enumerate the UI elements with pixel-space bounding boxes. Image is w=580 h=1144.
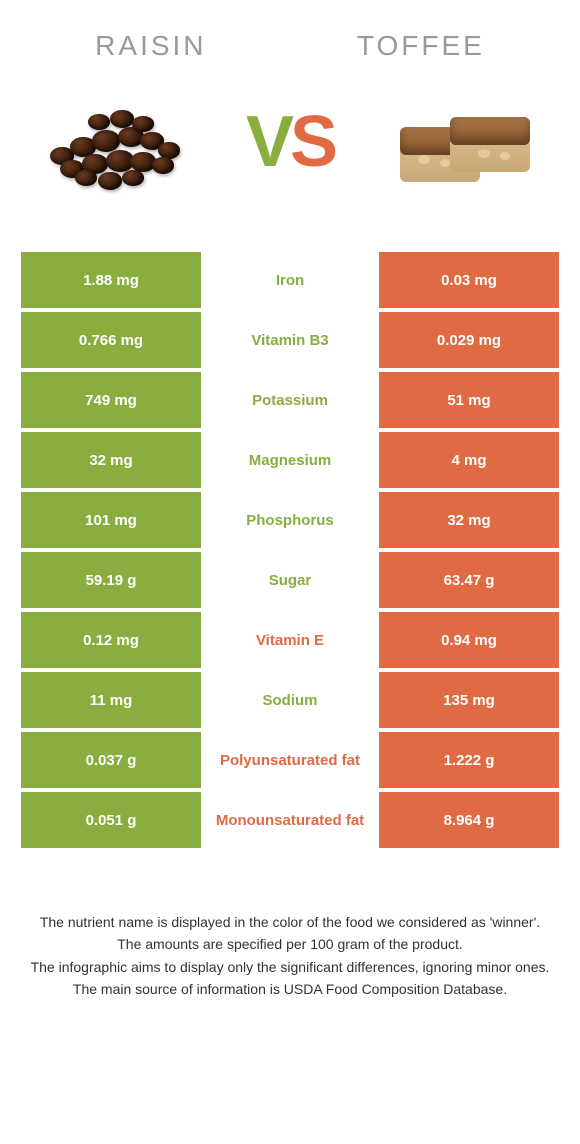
- right-value: 1.222 g: [379, 732, 559, 788]
- left-value: 0.037 g: [21, 732, 201, 788]
- left-value: 0.12 mg: [21, 612, 201, 668]
- right-value: 135 mg: [379, 672, 559, 728]
- left-value: 11 mg: [21, 672, 201, 728]
- right-value: 63.47 g: [379, 552, 559, 608]
- right-value: 0.03 mg: [379, 252, 559, 308]
- nutrient-name: Polyunsaturated fat: [201, 732, 379, 788]
- nutrient-name: Magnesium: [201, 432, 379, 488]
- vs-s: S: [290, 101, 334, 183]
- right-value: 0.029 mg: [379, 312, 559, 368]
- table-row: 0.037 gPolyunsaturated fat1.222 g: [21, 732, 559, 788]
- right-value: 0.94 mg: [379, 612, 559, 668]
- right-value: 4 mg: [379, 432, 559, 488]
- table-row: 11 mgSodium135 mg: [21, 672, 559, 728]
- left-value: 0.051 g: [21, 792, 201, 848]
- right-value: 8.964 g: [379, 792, 559, 848]
- left-value: 1.88 mg: [21, 252, 201, 308]
- table-row: 0.051 gMonounsaturated fat8.964 g: [21, 792, 559, 848]
- table-row: 749 mgPotassium51 mg: [21, 372, 559, 428]
- table-row: 1.88 mgIron0.03 mg: [21, 252, 559, 308]
- toffee-image: [390, 82, 540, 202]
- right-value: 51 mg: [379, 372, 559, 428]
- left-value: 32 mg: [21, 432, 201, 488]
- table-row: 0.12 mgVitamin E0.94 mg: [21, 612, 559, 668]
- table-row: 0.766 mgVitamin B30.029 mg: [21, 312, 559, 368]
- nutrient-name: Sodium: [201, 672, 379, 728]
- footnotes: The nutrient name is displayed in the co…: [30, 912, 550, 1001]
- left-value: 101 mg: [21, 492, 201, 548]
- nutrient-name: Monounsaturated fat: [201, 792, 379, 848]
- vs-v: V: [246, 101, 290, 183]
- right-value: 32 mg: [379, 492, 559, 548]
- title-left: Raisin: [95, 30, 206, 62]
- nutrient-table: 1.88 mgIron0.03 mg0.766 mgVitamin B30.02…: [21, 252, 559, 852]
- title-row: Raisin Toffee: [0, 0, 580, 72]
- table-row: 32 mgMagnesium4 mg: [21, 432, 559, 488]
- vs-label: VS: [246, 101, 334, 183]
- nutrient-name: Iron: [201, 252, 379, 308]
- nutrient-name: Sugar: [201, 552, 379, 608]
- table-row: 101 mgPhosphorus32 mg: [21, 492, 559, 548]
- table-row: 59.19 gSugar63.47 g: [21, 552, 559, 608]
- nutrient-name: Potassium: [201, 372, 379, 428]
- footnote-line: The nutrient name is displayed in the co…: [30, 912, 550, 932]
- nutrient-name: Vitamin E: [201, 612, 379, 668]
- hero-row: VS: [0, 72, 580, 232]
- footnote-line: The infographic aims to display only the…: [30, 957, 550, 977]
- footnote-line: The main source of information is USDA F…: [30, 979, 550, 999]
- footnote-line: The amounts are specified per 100 gram o…: [30, 934, 550, 954]
- left-value: 59.19 g: [21, 552, 201, 608]
- raisin-image: [40, 82, 190, 202]
- title-right: Toffee: [357, 30, 485, 62]
- left-value: 749 mg: [21, 372, 201, 428]
- nutrient-name: Vitamin B3: [201, 312, 379, 368]
- left-value: 0.766 mg: [21, 312, 201, 368]
- nutrient-name: Phosphorus: [201, 492, 379, 548]
